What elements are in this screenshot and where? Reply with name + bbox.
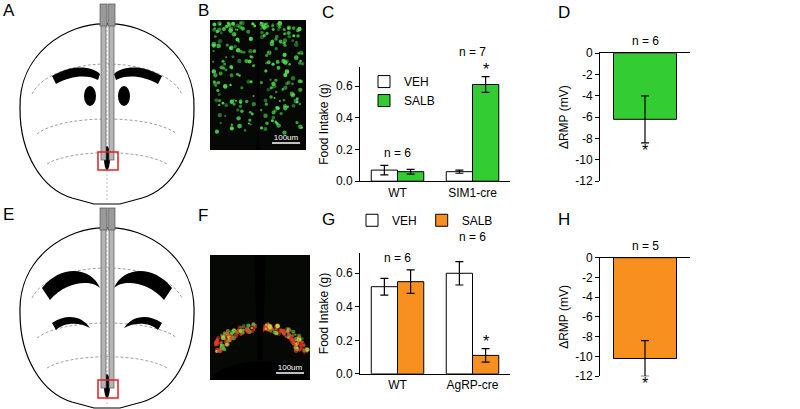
svg-text:SALB: SALB [462,214,493,228]
svg-text:SALB: SALB [404,94,435,108]
svg-text:ΔRMP (mV): ΔRMP (mV) [557,285,571,349]
svg-text:-4: -4 [582,290,593,304]
svg-text:WT: WT [388,378,407,392]
svg-text:H: H [558,210,570,229]
svg-text:E: E [3,205,14,224]
svg-text:-4: -4 [582,89,593,103]
svg-text:C: C [322,3,334,22]
svg-text:A: A [3,1,15,20]
svg-text:B: B [198,1,209,20]
svg-text:-8: -8 [582,132,593,146]
svg-text:n = 5: n = 5 [632,239,659,253]
svg-text:0.4: 0.4 [336,300,353,314]
svg-text:0.2: 0.2 [336,334,353,348]
svg-text:WT: WT [388,186,407,200]
svg-text:-10: -10 [575,153,593,167]
svg-text:0.0: 0.0 [336,367,353,381]
svg-text:*: * [642,375,648,392]
svg-text:F: F [198,206,208,225]
svg-text:Food Intake (g): Food Intake (g) [317,273,331,354]
svg-text:-8: -8 [582,330,593,344]
svg-text:Food Intake (g): Food Intake (g) [317,83,331,164]
svg-text:-2: -2 [582,68,593,82]
svg-text:*: * [642,142,648,159]
svg-text:100um: 100um [278,363,303,372]
svg-text:0.6: 0.6 [336,79,353,93]
svg-text:n = 6: n = 6 [459,230,486,244]
svg-text:0.0: 0.0 [336,174,353,188]
svg-text:D: D [558,3,570,22]
svg-text:0: 0 [586,251,593,265]
svg-text:n = 6: n = 6 [632,34,659,48]
svg-text:-12: -12 [575,369,593,383]
svg-text:G: G [322,210,335,229]
svg-text:SIM1-cre: SIM1-cre [448,186,497,200]
svg-text:0: 0 [586,46,593,60]
svg-text:VEH: VEH [392,214,417,228]
svg-text:n = 7: n = 7 [459,45,486,59]
svg-text:100um: 100um [274,133,299,142]
svg-text:-6: -6 [582,110,593,124]
svg-text:0.2: 0.2 [336,143,353,157]
svg-text:AgRP-cre: AgRP-cre [446,378,498,392]
svg-text:*: * [483,333,489,350]
svg-text:-10: -10 [575,350,593,364]
svg-text:n = 6: n = 6 [384,146,411,160]
svg-text:VEH: VEH [404,75,429,89]
svg-text:-6: -6 [582,310,593,324]
svg-text:n = 6: n = 6 [384,251,411,265]
svg-text:-2: -2 [582,271,593,285]
svg-text:0.6: 0.6 [336,266,353,280]
svg-text:0.4: 0.4 [336,111,353,125]
svg-text:*: * [483,61,489,78]
svg-text:-12: -12 [575,174,593,188]
svg-text:ΔRMP (mV): ΔRMP (mV) [557,85,571,149]
